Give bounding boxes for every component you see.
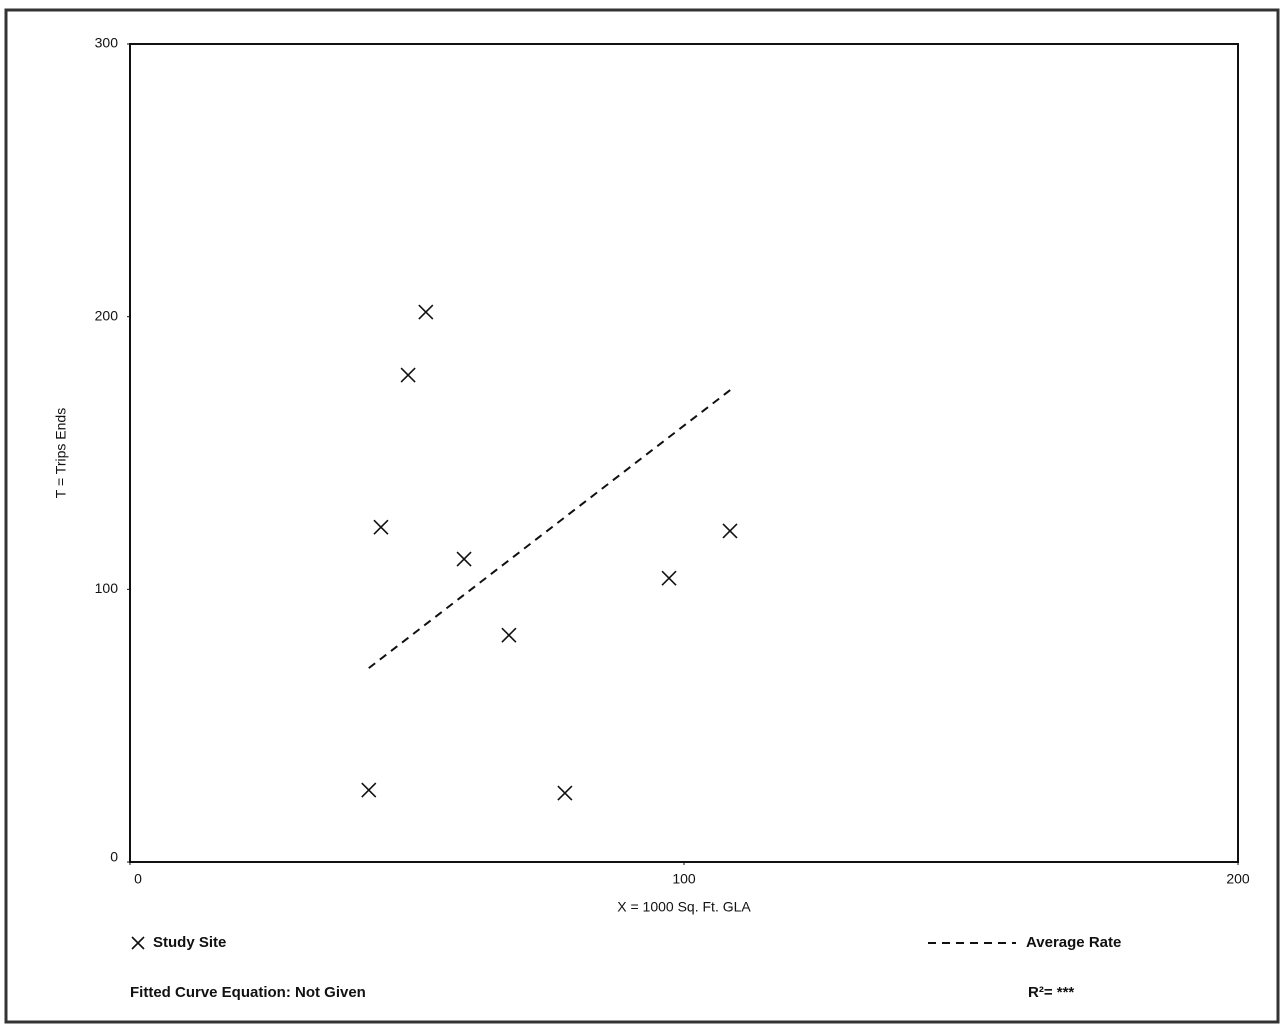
y-axis-label: T = Trips Ends: [53, 408, 69, 498]
x-tick-label: 0: [134, 871, 142, 887]
x-axis-label: X = 1000 Sq. Ft. GLA: [617, 899, 751, 915]
x-tick-label: 200: [1226, 871, 1250, 887]
annotation: Fitted Curve Equation: Not Given: [130, 984, 366, 1001]
data-point: [456, 551, 472, 567]
data-point: [400, 367, 416, 383]
y-tick-label: 0: [110, 849, 118, 865]
data-point: [361, 782, 377, 798]
average-line: [368, 387, 734, 669]
annotation: R²= ***: [1028, 984, 1074, 1001]
data-point: [501, 627, 517, 643]
data-point: [418, 304, 434, 320]
y-tick-label: 100: [95, 580, 119, 596]
data-point: [373, 519, 389, 535]
x-tick-label: 100: [672, 871, 696, 887]
legend-label: Average Rate: [1026, 934, 1121, 951]
frame: [4, 8, 1280, 1024]
data-point: [557, 785, 573, 801]
y-tick-label: 300: [95, 35, 119, 51]
legend-label: Study Site: [153, 934, 226, 951]
legend-marker: [131, 936, 145, 950]
data-point: [661, 570, 677, 586]
y-tick-label: 200: [95, 307, 119, 323]
data-point: [722, 523, 738, 539]
